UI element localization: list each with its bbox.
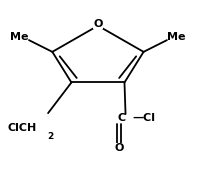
Text: —Cl: —Cl [132, 113, 155, 123]
Text: 2: 2 [47, 132, 53, 141]
Text: ClCH: ClCH [8, 124, 37, 133]
Text: Me: Me [167, 32, 186, 42]
Text: Me: Me [10, 32, 29, 42]
Text: O: O [114, 143, 124, 153]
Text: O: O [93, 19, 103, 29]
Text: C: C [117, 113, 125, 123]
